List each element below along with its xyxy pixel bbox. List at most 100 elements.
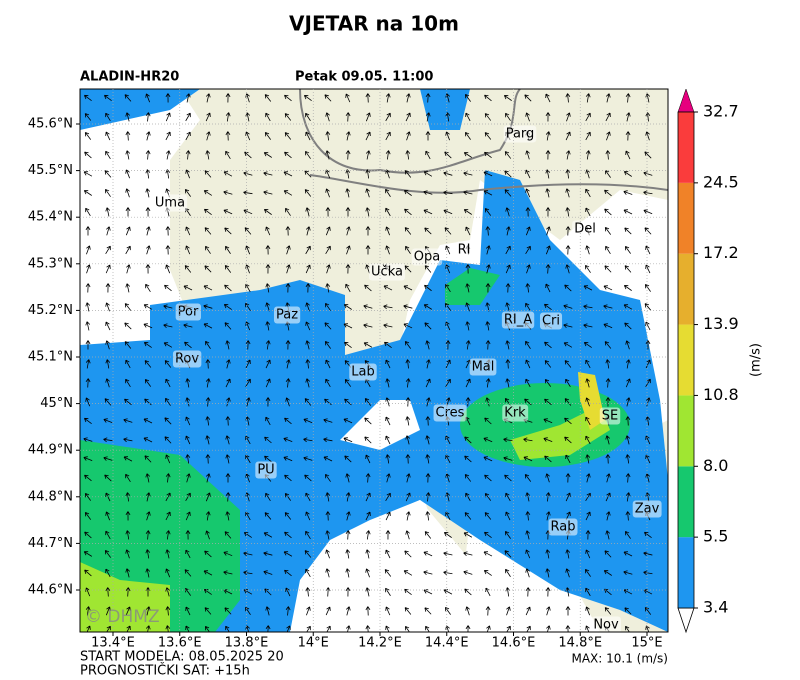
land [170,89,668,395]
wind-arrow [83,437,93,442]
wind-arrow [405,150,411,160]
wind-arrow [445,378,451,388]
places: Parg Uma Del RI Opa Učka Por Paz RI_A Cri Rov Lab Ma… [152,125,662,632]
place-label: Lab [351,365,374,380]
wind-arrow [604,189,612,197]
wind-arrow [423,304,433,310]
wind-arrow [545,245,551,255]
wind-arrow [625,359,631,369]
wind-arrow [365,112,371,122]
wind-arrow [184,569,192,577]
wind-arrow [625,150,631,160]
wind-arrow [425,378,431,388]
wind-arrow [284,569,292,577]
wind-arrow [305,112,311,121]
wind-arrow [205,359,211,369]
wind-arrow [144,398,152,406]
wind-arrow [465,112,471,122]
colorbar-segment [678,112,694,183]
wind-arrow [585,359,591,369]
wind-arrow [525,150,530,160]
wind-arrow [523,437,533,443]
wind-arrow [143,418,153,424]
wind-arrow [385,226,390,236]
wind-arrow [365,511,371,521]
y-tick-label: 45.3°N [28,256,73,271]
wind-arrow [465,606,470,616]
wind-arrow [545,549,551,559]
wind-arrow [346,226,351,236]
place-label: Parg [506,127,535,142]
y-tick-label: 45.6°N [28,117,73,132]
wind-arrow [384,569,392,577]
wind-arrow [145,93,151,103]
wind-arrow [585,435,591,445]
wind-arrow [165,150,171,160]
wind-arrow [345,473,350,483]
wind-arrow [483,437,493,443]
wind-arrow [84,417,92,425]
wind-arrow [483,551,493,557]
wind-arrow [125,188,130,198]
valid-time: Petak 09.05. 11:00 [295,70,433,85]
wind-arrow [343,437,353,443]
colorbar-label: 10.8 [703,385,739,404]
place-box [455,241,473,259]
wind-arrow [525,340,531,349]
wind-arrow [105,302,110,312]
wind-arrow [543,437,553,443]
colorbar-frame [677,111,695,609]
wind-arrow [424,265,432,273]
wind-arrow [223,171,233,177]
watermark: © DHMZ [85,607,160,627]
colorbar-segment [678,395,694,467]
wind-arrow [624,322,632,330]
colorbar-label: 17.2 [703,243,739,262]
x-tick-label: 14.4°E [425,636,469,651]
wind-arrow [225,625,230,632]
wind-arrow [145,207,151,217]
wind-arrow [105,207,111,217]
wind-arrow [164,436,172,444]
wind-arrow [84,132,92,140]
y-tick-label: 45°N [40,396,73,411]
wind-3-5 [420,89,470,130]
wind-arrow [304,189,312,197]
wind-arrow [525,226,531,236]
wind-arrow [606,131,611,141]
wind-arrow [324,322,332,330]
wind-arrow [566,112,571,122]
wind-arrow [644,531,652,539]
wind-arrow [326,264,331,274]
wind-arrow [125,473,131,483]
wind-arrow [165,245,171,255]
footer-start: START MODELA: 08.05.2025 20 [80,650,284,665]
wind-arrow [546,625,551,632]
wind-arrow [224,322,232,330]
wind-arrow [104,398,112,406]
wind-arrow [305,587,311,597]
axes: 13.4°E 13.6°E 13.8°E 14°E 14.2°E 14.4°E 14.6°E… [28,89,668,651]
wind-arrow [125,568,131,578]
wind-arrow [323,456,333,462]
place-label: Učka [371,265,403,280]
wind-arrow [485,378,491,388]
wind-arrow [185,511,191,521]
wind-5-8 [445,268,500,305]
wind-arrow [405,454,411,464]
wind-arrow [565,492,571,502]
wind-arrow [504,474,512,482]
wind-arrow [585,93,591,103]
wind-arrow [365,245,371,255]
wind-arrow [545,473,550,483]
wind-arrow [403,304,413,309]
wind-arrow [284,132,292,140]
wind-arrow [645,378,651,388]
wind-arrow [484,531,492,539]
wind-arrow [284,531,292,539]
wind-arrow [505,226,511,236]
wind-arrow [144,360,152,368]
wind-arrow [243,171,253,176]
wind-arrow [385,454,391,464]
wind-arrow [265,625,271,632]
